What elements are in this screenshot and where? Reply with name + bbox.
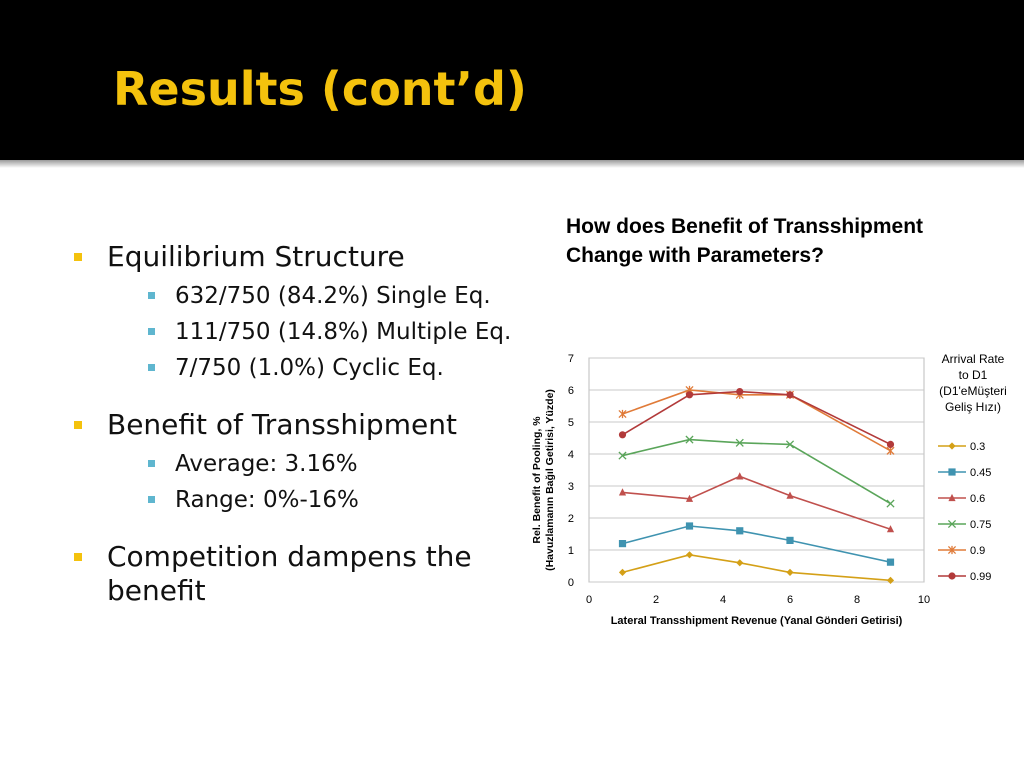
legend-label: 0.9 [970, 545, 985, 557]
data-point [785, 440, 795, 449]
data-point [786, 391, 794, 399]
data-point [786, 536, 794, 544]
x-tick-label: 2 [653, 594, 659, 606]
legend-marker [948, 572, 956, 580]
legend-marker [947, 545, 957, 555]
sub-bullet-list: 632/750 (84.2%) Single Eq. 111/750 (14.8… [107, 278, 522, 386]
y-tick-label: 1 [568, 545, 574, 557]
line-chart: 0 1 2 3 4 5 6 7 0 2 4 6 8 10 Lateral Transshipment Rev… [520, 345, 1020, 650]
sub-bullet-list: Average: 3.16% Range: 0%-16% [107, 446, 522, 518]
data-point [886, 446, 895, 455]
chart-heading: How does Benefit of Transshipment Change… [566, 215, 924, 267]
series-line [622, 389, 891, 452]
legend-marker [948, 493, 956, 502]
sub-bullet: Average: 3.16% [107, 446, 522, 482]
series-line [622, 438, 891, 505]
data-point [736, 388, 744, 396]
bullet-text: Benefit of Transshipment [107, 408, 457, 441]
data-point [886, 576, 895, 584]
data-point [618, 540, 627, 548]
chart-svg: 0 1 2 3 4 5 6 7 0 2 4 6 8 10 Lateral Transshipment Rev… [531, 352, 1007, 627]
data-point [786, 491, 794, 499]
bullet-competition: Competition dampens the benefit [72, 540, 522, 608]
data-point [736, 527, 744, 535]
square-bullet-icon [148, 460, 155, 467]
bullet-equilibrium-structure: Equilibrium Structure 632/750 (84.2%) Si… [72, 240, 522, 386]
sub-bullet: 111/750 (14.8%) Multiple Eq. [107, 314, 522, 350]
data-point [886, 525, 895, 533]
data-point [736, 472, 744, 480]
data-point [886, 440, 895, 448]
title-divider [0, 160, 1024, 168]
series-line [622, 525, 891, 563]
x-tick-label: 8 [854, 594, 860, 606]
data-point [685, 494, 694, 502]
data-point [786, 568, 794, 576]
y-tick-label: 4 [568, 449, 574, 461]
slide-title: Results (cont’d) [113, 62, 527, 116]
x-tick-label: 0 [586, 594, 592, 606]
legend-marker [948, 442, 956, 450]
data-point [685, 551, 694, 559]
data-point [886, 499, 895, 508]
data-point [736, 559, 744, 567]
y-tick-label: 6 [568, 385, 574, 397]
x-tick-label: 4 [720, 594, 726, 606]
x-axis-label: Lateral Transshipment Revenue (Yanal Gön… [611, 615, 903, 627]
legend-title: (D1'eMüşteri [939, 384, 1007, 398]
y-axis-label: (Havuzlamanın Bağıl Getirisi, Yüzde) [544, 389, 556, 571]
bullet-text: Equilibrium Structure [107, 240, 405, 273]
y-tick-label: 2 [568, 513, 574, 525]
data-point [735, 438, 744, 447]
x-tick-label: 6 [787, 594, 793, 606]
y-axis-label: Rel. Benefit of Pooling, % [531, 416, 543, 544]
legend-title: Arrival Rate [942, 352, 1005, 366]
square-bullet-icon [74, 553, 82, 561]
legend-title: Geliş Hızı) [945, 400, 1001, 414]
data-point [618, 431, 627, 439]
bullet-text: Competition dampens the benefit [107, 540, 472, 607]
square-bullet-icon [148, 328, 155, 335]
plot-area [588, 357, 925, 583]
data-point [618, 451, 627, 460]
square-bullet-icon [148, 496, 155, 503]
y-tick-label: 0 [568, 577, 574, 589]
data-point [618, 488, 627, 496]
square-bullet-icon [74, 421, 82, 429]
sub-bullet-text: 632/750 (84.2%) Single Eq. [175, 283, 491, 309]
data-point [618, 409, 627, 419]
bullet-benefit-of-transshipment: Benefit of Transshipment Average: 3.16% … [72, 408, 522, 518]
sub-bullet-text: Average: 3.16% [175, 451, 358, 477]
square-bullet-icon [148, 292, 155, 299]
series-line [622, 475, 891, 530]
legend-label: 0.3 [970, 441, 985, 453]
sub-bullet-text: 7/750 (1.0%) Cyclic Eq. [175, 355, 444, 381]
square-bullet-icon [148, 364, 155, 371]
legend-marker [948, 468, 956, 476]
y-tick-label: 5 [568, 417, 574, 429]
legend-marker [947, 519, 957, 529]
sub-bullet: Range: 0%-16% [107, 482, 522, 518]
legend-label: 0.99 [970, 571, 991, 583]
legend-label: 0.6 [970, 493, 985, 505]
legend-label: 0.45 [970, 467, 991, 479]
series-line [622, 553, 891, 582]
sub-bullet-text: 111/750 (14.8%) Multiple Eq. [175, 319, 512, 345]
legend-label: 0.75 [970, 519, 991, 531]
sub-bullet-text: Range: 0%-16% [175, 487, 359, 513]
data-point [685, 435, 694, 444]
x-tick-label: 10 [918, 594, 930, 606]
bullet-list: Equilibrium Structure 632/750 (84.2%) Si… [72, 236, 522, 608]
legend-title: to D1 [959, 368, 988, 382]
data-point [618, 568, 627, 576]
sub-bullet: 7/750 (1.0%) Cyclic Eq. [107, 350, 522, 386]
y-tick-label: 7 [568, 353, 574, 365]
square-bullet-icon [74, 253, 82, 261]
sub-bullet: 632/750 (84.2%) Single Eq. [107, 278, 522, 314]
y-tick-label: 3 [568, 481, 574, 493]
data-point [886, 558, 895, 566]
data-point [685, 522, 694, 530]
title-bar: Results (cont’d) [0, 0, 1024, 160]
data-point [685, 391, 694, 399]
